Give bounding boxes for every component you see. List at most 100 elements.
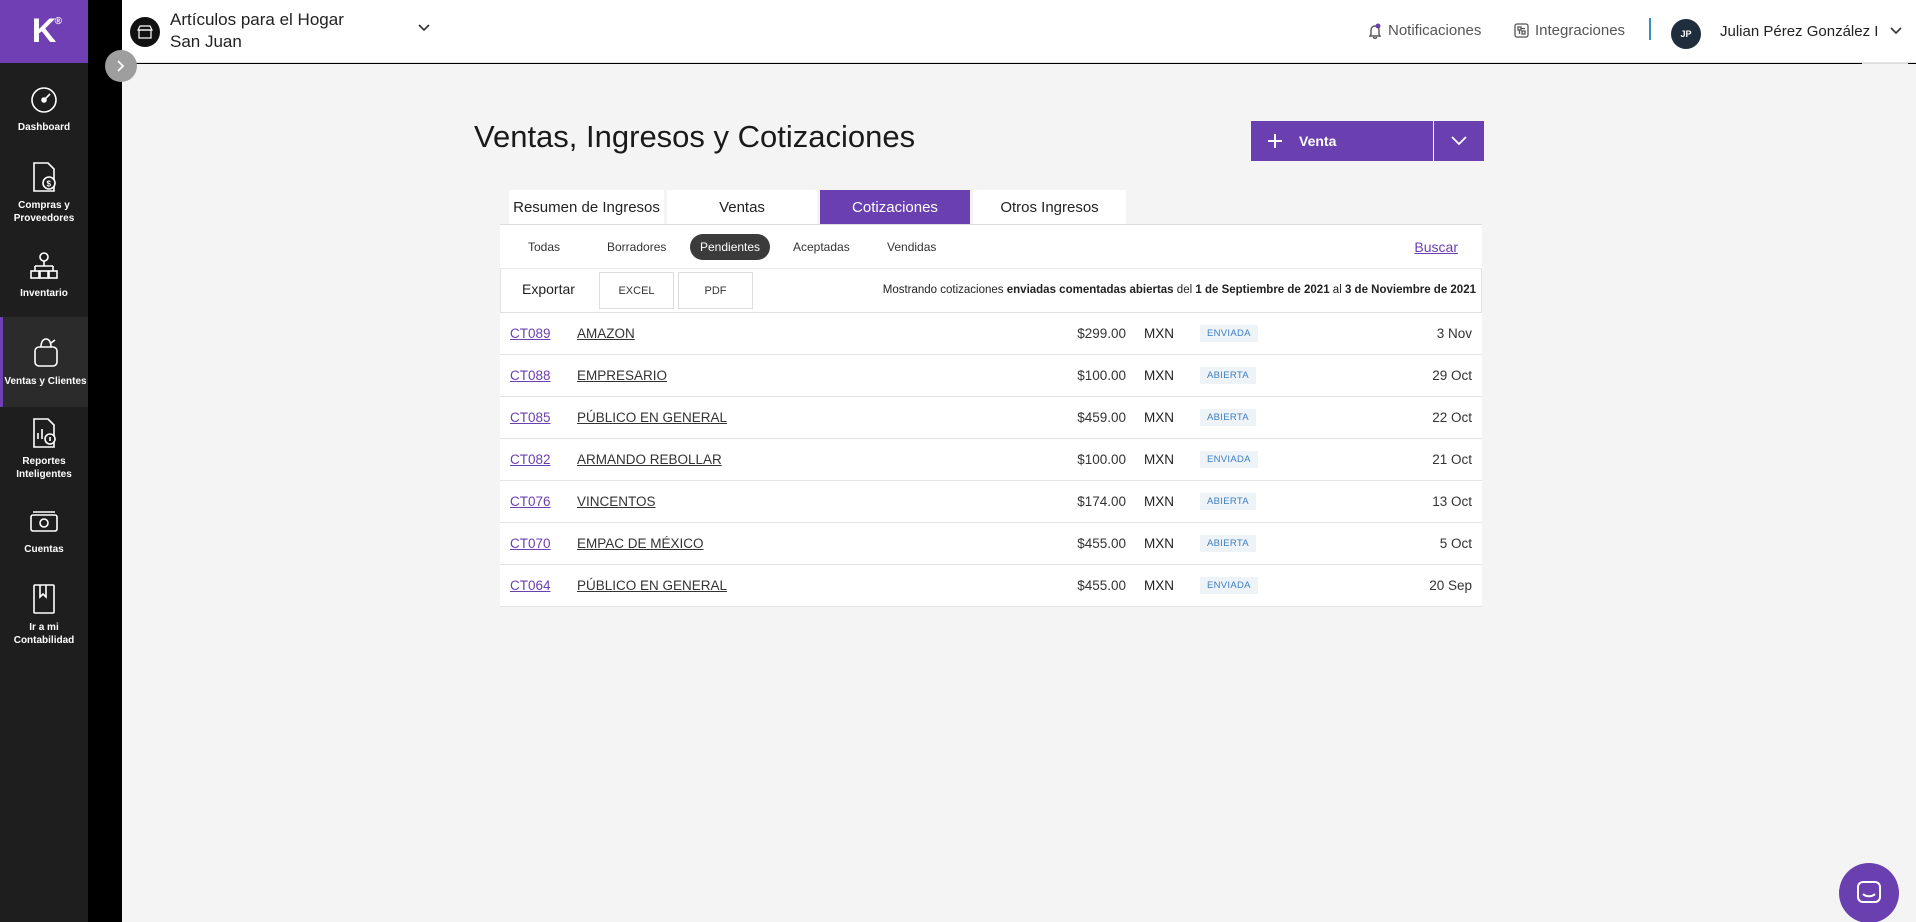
svg-text:$: $ xyxy=(47,179,52,188)
sidebar-item-label: Compras y Proveedores xyxy=(13,199,75,224)
quote-currency: MXN xyxy=(1144,326,1174,341)
quote-amount: $100.00 xyxy=(1077,368,1126,383)
notifications-link[interactable]: Notificaciones xyxy=(1368,22,1481,39)
integrations-link[interactable]: Integraciones xyxy=(1514,22,1625,39)
search-link[interactable]: Buscar xyxy=(1414,238,1458,255)
client-link[interactable]: PÚBLICO EN GENERAL xyxy=(577,578,728,593)
showing-status: enviadas comentadas abiertas xyxy=(1006,284,1174,296)
status-badge: ABIERTA xyxy=(1200,535,1256,552)
filter-aceptadas[interactable]: Aceptadas xyxy=(793,239,850,254)
sidebar-item-inventario[interactable]: Inventario xyxy=(0,234,88,317)
chevron-down-icon xyxy=(1451,136,1467,146)
integrations-label: Integraciones xyxy=(1535,22,1626,39)
quote-amount: $174.00 xyxy=(1077,494,1126,509)
tab-ventas[interactable]: Ventas xyxy=(667,190,817,224)
speedometer-icon xyxy=(31,87,57,113)
logo-letter: K xyxy=(31,12,57,50)
user-avatar[interactable]: JP xyxy=(1671,19,1701,49)
tab-cotizaciones[interactable]: Cotizaciones xyxy=(820,190,970,224)
quote-code-link[interactable]: CT089 xyxy=(510,326,551,341)
company-logo[interactable] xyxy=(130,17,160,47)
shopping-bag-icon xyxy=(33,337,58,367)
sidebar-item-compras[interactable]: $ Compras y Proveedores xyxy=(0,151,88,234)
quote-code-link[interactable]: CT064 xyxy=(510,578,551,593)
export-bar: Exportar EXCEL PDF Mostrando cotizacione… xyxy=(500,269,1482,313)
chat-launcher-button[interactable] xyxy=(1839,863,1899,922)
export-pdf-button[interactable]: PDF xyxy=(678,272,753,309)
chevron-down-icon[interactable] xyxy=(418,24,430,32)
client-link[interactable]: VINCENTOS xyxy=(577,494,656,509)
ledger-book-icon xyxy=(33,583,55,614)
table-row[interactable]: CT088 EMPRESARIO $100.00 MXN ABIERTA 29 … xyxy=(500,355,1482,397)
invoice-dollar-icon: $ xyxy=(33,161,56,192)
status-badge: ABIERTA xyxy=(1200,493,1256,510)
client-link[interactable]: AMAZON xyxy=(577,326,635,341)
filter-vendidas[interactable]: Vendidas xyxy=(887,239,937,254)
showing-date-to: 3 de Noviembre de 2021 xyxy=(1344,284,1476,296)
cash-icon xyxy=(30,511,58,532)
new-sale-button[interactable]: Venta xyxy=(1251,121,1433,161)
tab-otros-ingresos[interactable]: Otros Ingresos xyxy=(973,190,1126,224)
quote-date: 13 Oct xyxy=(1432,494,1472,509)
table-row[interactable]: CT085 PÚBLICO EN GENERAL $459.00 MXN ABI… xyxy=(500,397,1482,439)
quote-code-link[interactable]: CT088 xyxy=(510,368,551,383)
sidebar-item-label: Reportes Inteligentes xyxy=(16,455,72,480)
quote-amount: $459.00 xyxy=(1077,410,1126,425)
showing-al: al xyxy=(1332,284,1342,296)
showing-prefix: Mostrando cotizaciones xyxy=(882,284,1004,296)
quote-currency: MXN xyxy=(1144,368,1174,383)
new-sale-dropdown-button[interactable] xyxy=(1434,121,1484,161)
client-link[interactable]: EMPRESARIO xyxy=(577,368,668,383)
export-excel-button[interactable]: EXCEL xyxy=(599,272,674,309)
company-name-line2: San Juan xyxy=(170,32,242,51)
quote-code-link[interactable]: CT082 xyxy=(510,452,551,467)
status-badge: ENVIADA xyxy=(1200,325,1258,342)
quotes-panel: Todas Borradores Pendientes Aceptadas Ve… xyxy=(500,224,1482,607)
table-row[interactable]: CT070 EMPAC DE MÉXICO $455.00 MXN ABIERT… xyxy=(500,523,1482,565)
table-row[interactable]: CT064 PÚBLICO EN GENERAL $455.00 MXN ENV… xyxy=(500,565,1482,607)
tab-resumen-ingresos[interactable]: Resumen de Ingresos xyxy=(509,190,664,224)
table-row[interactable]: CT089 AMAZON $299.00 MXN ENVIADA 3 Nov xyxy=(500,313,1482,355)
sidebar-item-label: Ir a mi Contabilidad xyxy=(13,621,75,646)
filter-pendientes[interactable]: Pendientes xyxy=(690,233,771,260)
sidebar-item-ventas[interactable]: Ventas y Clientes xyxy=(0,317,88,407)
sidebar: K ® Dashboard $ Compras y Proveedores Inv… xyxy=(0,0,88,922)
quote-currency: MXN xyxy=(1144,536,1174,551)
chevron-right-icon xyxy=(117,60,125,72)
sidebar-toggle-button[interactable] xyxy=(105,50,137,82)
user-name[interactable]: Julian Pérez González I xyxy=(1720,23,1879,40)
main-content: Ventas, Ingresos y Cotizaciones Venta Re… xyxy=(122,64,1916,922)
top-bar: Artículos para el Hogar San Juan Notific… xyxy=(122,0,1916,72)
chat-icon xyxy=(1857,881,1881,903)
quote-amount: $455.00 xyxy=(1077,578,1126,593)
client-link[interactable]: ARMANDO REBOLLAR xyxy=(577,452,722,467)
status-badge: ABIERTA xyxy=(1200,409,1256,426)
sidebar-item-dashboard[interactable]: Dashboard xyxy=(0,68,88,151)
quote-code-link[interactable]: CT070 xyxy=(510,536,551,551)
chevron-down-icon[interactable] xyxy=(1890,27,1902,35)
quote-currency: MXN xyxy=(1144,410,1174,425)
quote-code-link[interactable]: CT076 xyxy=(510,494,551,509)
quote-currency: MXN xyxy=(1144,494,1174,509)
store-icon xyxy=(137,25,153,39)
quote-date: 22 Oct xyxy=(1432,410,1472,425)
company-selector[interactable]: Artículos para el Hogar San Juan xyxy=(170,9,344,53)
status-badge: ABIERTA xyxy=(1200,367,1256,384)
table-row[interactable]: CT076 VINCENTOS $174.00 MXN ABIERTA 13 O… xyxy=(500,481,1482,523)
bell-icon xyxy=(1368,23,1382,39)
sidebar-item-reportes[interactable]: Reportes Inteligentes xyxy=(0,407,88,490)
client-link[interactable]: EMPAC DE MÉXICO xyxy=(577,536,704,551)
header-divider xyxy=(1649,18,1651,40)
filter-borradores[interactable]: Borradores xyxy=(607,239,667,254)
client-link[interactable]: PÚBLICO EN GENERAL xyxy=(577,410,728,425)
filter-todas[interactable]: Todas xyxy=(528,239,561,254)
sidebar-item-label: Inventario xyxy=(20,288,68,299)
notifications-label: Notificaciones xyxy=(1388,22,1482,39)
quote-currency: MXN xyxy=(1144,578,1174,593)
export-label: Exportar xyxy=(522,281,575,297)
quote-code-link[interactable]: CT085 xyxy=(510,410,551,425)
sidebar-item-cuentas[interactable]: Cuentas xyxy=(0,490,88,573)
app-logo[interactable]: K ® xyxy=(0,0,88,63)
sidebar-item-contabilidad[interactable]: Ir a mi Contabilidad xyxy=(0,573,88,656)
table-row[interactable]: CT082 ARMANDO REBOLLAR $100.00 MXN ENVIA… xyxy=(500,439,1482,481)
